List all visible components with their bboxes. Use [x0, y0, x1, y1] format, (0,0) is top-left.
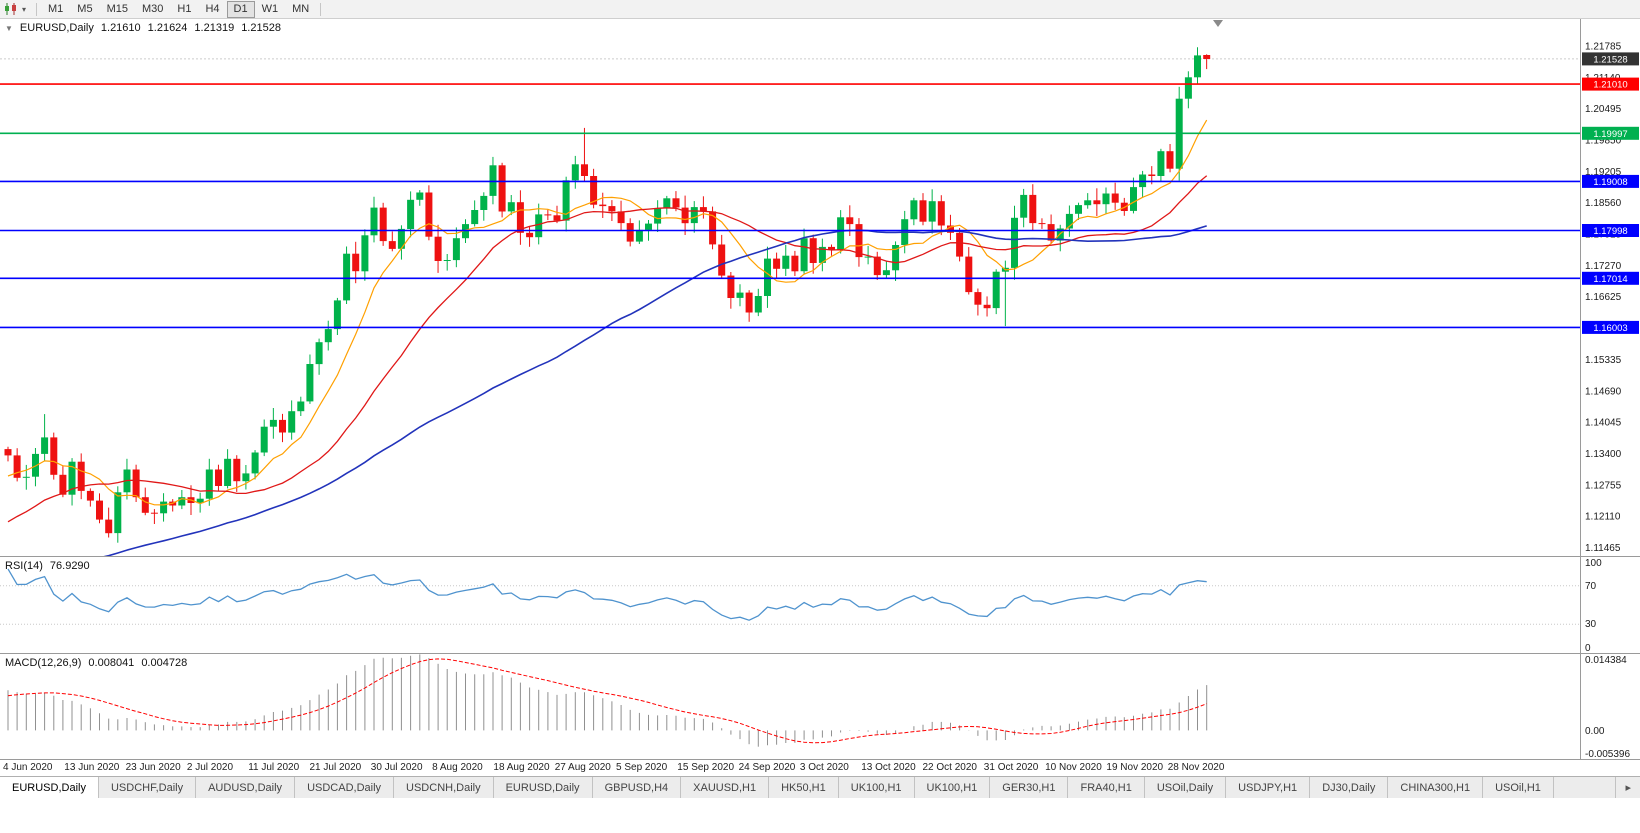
- x-axis-date-label: 24 Sep 2020: [738, 762, 796, 773]
- svg-text:1.13400: 1.13400: [1585, 449, 1622, 460]
- chart-tab-usdcad-daily[interactable]: USDCAD,Daily: [295, 777, 395, 798]
- svg-text:1.11465: 1.11465: [1585, 543, 1621, 554]
- svg-text:100: 100: [1585, 558, 1602, 569]
- x-axis-date-label: 21 Jul 2020: [309, 762, 362, 773]
- window-bottom-area: [0, 798, 1640, 833]
- chart-tab-xauusd-h1[interactable]: XAUUSD,H1: [681, 777, 770, 798]
- x-axis-date-label: 4 Jun 2020: [3, 762, 53, 773]
- svg-text:1.18560: 1.18560: [1585, 198, 1622, 209]
- svg-text:1.12110: 1.12110: [1585, 512, 1621, 523]
- timeframe-button-d1[interactable]: D1: [226, 0, 255, 18]
- svg-text:1.19997: 1.19997: [1593, 129, 1627, 140]
- time-axis[interactable]: 4 Jun 2020 13 Jun 2020 23 Jun 2020 2 Jul 20…: [0, 759, 1640, 776]
- toolbar: ▾ M1 M5 M15 M30 H1 H4 D1 W1 MN: [0, 0, 1640, 19]
- toolbar-separator: [36, 2, 38, 16]
- svg-text:1.19850: 1.19850: [1585, 135, 1622, 146]
- chart-type-icon[interactable]: [4, 3, 18, 15]
- x-axis-date-label: 28 Nov 2020: [1167, 762, 1225, 773]
- svg-text:1.16625: 1.16625: [1585, 292, 1622, 303]
- svg-text:1.17998: 1.17998: [1593, 226, 1627, 237]
- x-axis-date-label: 18 Aug 2020: [493, 762, 550, 773]
- chart-tab-uk100-h1[interactable]: UK100,H1: [839, 777, 915, 798]
- timeframe-button-m5[interactable]: M5: [77, 2, 93, 15]
- chart-tab-audusd-daily[interactable]: AUDUSD,Daily: [196, 777, 296, 798]
- chart-tab-dj30-daily[interactable]: DJ30,Daily: [1310, 777, 1389, 798]
- svg-text:0: 0: [1585, 643, 1591, 653]
- x-axis-date-label: 19 Nov 2020: [1106, 762, 1164, 773]
- svg-text:1.16003: 1.16003: [1593, 323, 1627, 334]
- x-axis-date-label: 13 Oct 2020: [861, 762, 916, 773]
- chart-tab-fra40-h1[interactable]: FRA40,H1: [1068, 777, 1145, 798]
- x-axis-date-label: 31 Oct 2020: [983, 762, 1039, 773]
- svg-text:1.12755: 1.12755: [1585, 480, 1622, 491]
- tabs-scroll-right-icon[interactable]: ▸: [1615, 777, 1640, 798]
- svg-text:1.17014: 1.17014: [1593, 274, 1627, 285]
- x-axis-date-label: 23 Jun 2020: [125, 762, 181, 773]
- x-axis-date-label: 27 Aug 2020: [554, 762, 611, 773]
- chart-tab-usdjpy-h1[interactable]: USDJPY,H1: [1226, 777, 1311, 798]
- rsi-indicator-panel[interactable]: 100 70 30 0 RSI(14) 76.9290: [0, 556, 1640, 653]
- chart-tab-bar: EURUSD,Daily USDCHF,Daily AUDUSD,Daily USDC…: [0, 776, 1640, 798]
- macd-chart-canvas[interactable]: 0.014384 0.00 -0.005396: [0, 654, 1640, 759]
- svg-text:0.00: 0.00: [1585, 726, 1605, 737]
- svg-text:-0.005396: -0.005396: [1585, 749, 1630, 759]
- timeframe-button-mn[interactable]: MN: [292, 2, 310, 15]
- rsi-chart-canvas[interactable]: 100 70 30 0: [0, 557, 1640, 653]
- svg-text:1.21785: 1.21785: [1585, 41, 1622, 52]
- svg-text:1.17270: 1.17270: [1585, 261, 1622, 272]
- chart-tab-eurusd-daily[interactable]: EURUSD,Daily: [494, 777, 593, 798]
- x-axis-date-label: 10 Nov 2020: [1045, 762, 1102, 773]
- x-axis-date-label: 3 Oct 2020: [799, 762, 849, 773]
- chart-tab-gbpusd-h4[interactable]: GBPUSD,H4: [593, 777, 682, 798]
- svg-text:70: 70: [1585, 581, 1597, 592]
- x-axis-date-label: 8 Aug 2020: [432, 762, 483, 773]
- svg-text:1.19008: 1.19008: [1593, 177, 1627, 188]
- svg-text:1.19205: 1.19205: [1585, 167, 1622, 178]
- svg-text:1.15335: 1.15335: [1585, 355, 1622, 366]
- chart-tab-usoil-h1[interactable]: USOil,H1: [1483, 777, 1554, 798]
- chart-tab-usdcnh-daily[interactable]: USDCNH,Daily: [394, 777, 494, 798]
- chart-tab-usdchf-daily[interactable]: USDCHF,Daily: [99, 777, 197, 798]
- timeframe-button-m1[interactable]: M1: [48, 2, 64, 15]
- x-axis-date-label: 11 Jul 2020: [248, 762, 300, 773]
- x-axis-date-label: 5 Sep 2020: [616, 762, 668, 773]
- chart-tab-china300-h1[interactable]: CHINA300,H1: [1388, 777, 1484, 798]
- chart-tab-hk50-h1[interactable]: HK50,H1: [769, 777, 839, 798]
- svg-text:1.21010: 1.21010: [1593, 80, 1627, 91]
- chart-type-dropdown-caret[interactable]: ▾: [22, 4, 27, 14]
- svg-text:1.21528: 1.21528: [1593, 54, 1627, 65]
- svg-text:1.20495: 1.20495: [1585, 104, 1622, 115]
- chart-tab-usoil-daily[interactable]: USOil,Daily: [1145, 777, 1227, 798]
- x-axis-date-label: 2 Jul 2020: [186, 762, 234, 773]
- svg-text:1.14690: 1.14690: [1585, 386, 1622, 397]
- svg-text:0.014384: 0.014384: [1585, 655, 1627, 666]
- timeframe-button-h1[interactable]: H1: [177, 2, 192, 15]
- chart-tab-uk100-h1[interactable]: UK100,H1: [915, 777, 991, 798]
- timeframe-button-group: M1 M5 M15 M30 H1 H4 D1 W1 MN: [41, 0, 316, 18]
- x-axis-date-label: 30 Jul 2020: [370, 762, 423, 773]
- price-chart-canvas[interactable]: 1.217851.211401.204951.198501.192051.185…: [0, 19, 1640, 556]
- price-chart-panel[interactable]: 1.217851.211401.204951.198501.192051.185…: [0, 19, 1640, 556]
- timeframe-button-w1[interactable]: W1: [261, 2, 279, 15]
- x-axis-date-label: 15 Sep 2020: [677, 762, 735, 773]
- svg-text:1.14045: 1.14045: [1585, 418, 1622, 429]
- x-axis-date-label: 22 Oct 2020: [922, 762, 977, 773]
- x-axis-date-label: 13 Jun 2020: [64, 762, 120, 773]
- timeframe-button-m30[interactable]: M30: [141, 2, 164, 15]
- timeframe-button-h4[interactable]: H4: [205, 2, 220, 15]
- macd-indicator-panel[interactable]: 0.014384 0.00 -0.005396 MACD(12,26,9) 0.00…: [0, 653, 1640, 759]
- timeframe-button-m15[interactable]: M15: [106, 2, 128, 15]
- chart-tab-ger30-h1[interactable]: GER30,H1: [990, 777, 1069, 798]
- svg-text:30: 30: [1585, 619, 1597, 630]
- one-click-trading-toggle-icon[interactable]: ▼: [5, 23, 13, 33]
- chart-tab-eurusd-daily[interactable]: EURUSD,Daily: [0, 777, 99, 798]
- toolbar-separator: [320, 2, 322, 16]
